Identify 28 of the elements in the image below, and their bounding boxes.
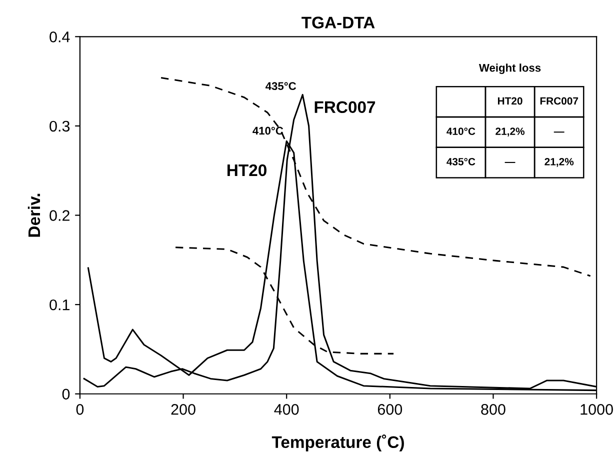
x-tick-label: 800	[481, 404, 506, 415]
annotation: 21,2%	[544, 158, 574, 167]
y-tick-label: 0.1	[50, 299, 70, 310]
annotation: 21,2%	[496, 128, 525, 137]
y-tick-label: 0	[62, 388, 70, 400]
x-tick-label: 1000	[580, 404, 613, 415]
x-axis-title: Temperature (˚C)	[272, 434, 404, 452]
annotation: 410°C	[446, 128, 476, 135]
annotation: 435°C	[266, 82, 296, 90]
line-series	[174, 246, 394, 354]
x-tick-label: 600	[378, 404, 402, 415]
x-tick-label: 0	[76, 404, 84, 415]
y-tick-label: 0.4	[50, 32, 70, 42]
x-tick-label: 200	[171, 404, 196, 415]
y-axis-title: Deriv.	[28, 194, 40, 237]
annotation: —	[554, 132, 564, 133]
annotation: Weight loss	[478, 64, 541, 74]
chart-title: TGA-DTA	[302, 16, 375, 28]
annotation: 410°C	[252, 126, 284, 135]
annotation: 435°C	[446, 158, 476, 166]
annotation: FRC007	[540, 97, 578, 105]
annotation: —	[504, 162, 516, 163]
x-tick-label: 400	[274, 404, 299, 415]
series-label: HT20	[228, 164, 266, 176]
y-tick-label: 0.3	[50, 120, 70, 132]
y-tick-label: 0.2	[50, 210, 70, 221]
series-label: FRC007	[314, 101, 376, 114]
annotation: HT20	[498, 97, 522, 105]
